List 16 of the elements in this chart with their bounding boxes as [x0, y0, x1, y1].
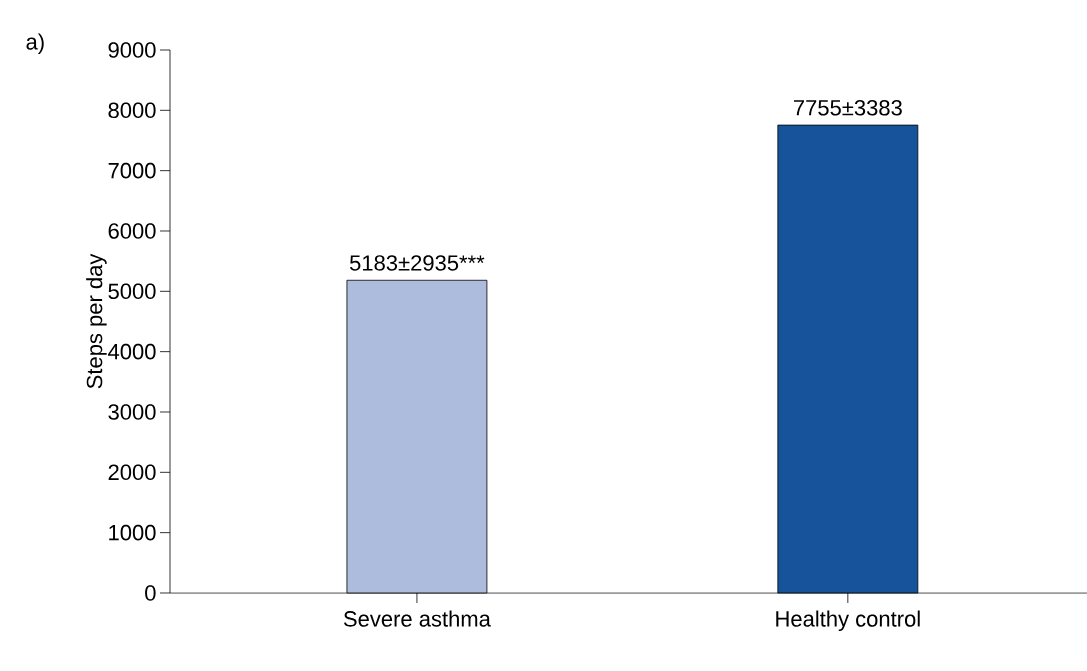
x-tick-label: Healthy control [776, 610, 920, 632]
y-tick-label: 0 [145, 585, 156, 601]
y-tick-label: 8000 [108, 102, 156, 119]
y-tick-label: 3000 [108, 404, 156, 420]
data-label: 5183±2935*** [349, 255, 485, 271]
x-tick-label: Severe asthma [343, 610, 491, 627]
y-tick-label: 7000 [108, 162, 156, 179]
y-tick-label: 5000 [108, 283, 156, 300]
text: a) [26, 33, 44, 55]
y-tick-label: 4000 [108, 343, 156, 360]
y-tick-label: 2000 [108, 464, 156, 481]
y-tick-label: 9000 [108, 42, 156, 58]
y-tick-label: 6000 [108, 223, 156, 239]
data-label: 7755±3383 [793, 99, 902, 116]
y-tick-label: 1000 [109, 524, 156, 541]
y-axis-title: Steps per day [86, 253, 107, 389]
